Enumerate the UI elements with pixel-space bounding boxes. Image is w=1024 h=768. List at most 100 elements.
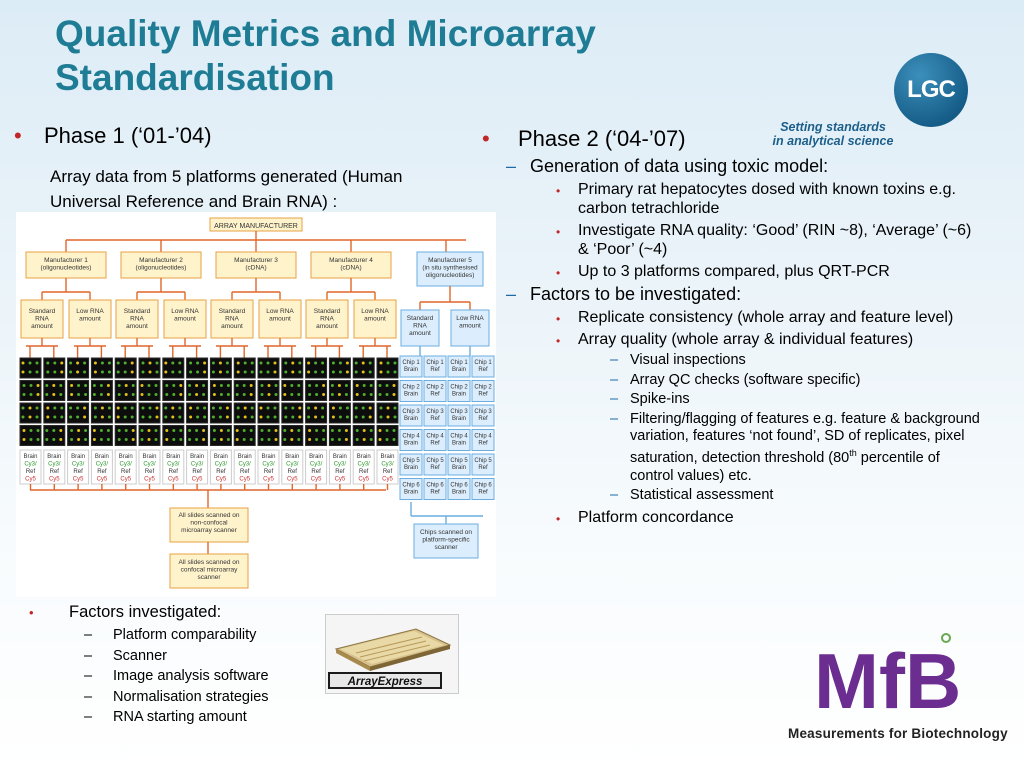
chip-label: Chip 4 Brain [402,434,420,447]
microarray-slide-image [138,402,161,424]
microarray-slide-image [19,357,42,379]
slide-title: Quality Metrics and Microarray Standardi… [55,12,755,100]
chip-label: Chip 4 Brain [450,434,468,447]
phase2-bullet-text: Up to 3 platforms compared, plus QRT-PCR [578,263,890,280]
phase1-description: Array data from 5 platforms generated (H… [50,167,403,211]
phase2-bullet-text: Replicate consistency (whole array and f… [578,309,954,326]
amount-label: Standard RNA amount [407,315,434,337]
microarray-slide-image [305,425,328,446]
dash-marker: – [84,647,93,664]
amount-box [210,299,254,339]
amount-box [68,299,112,339]
dash-marker: – [610,487,619,504]
dash-marker: – [610,352,619,368]
scanner-confocal-label: All slides scanned on confocal microarray… [178,559,239,581]
mfb-logo-text: MfB [814,637,961,725]
microarray-slide-image [233,425,256,446]
microarray-slide-image [281,357,304,379]
chip-label: Chip 2 Ref [474,385,492,398]
diagram-root-label: ARRAY MANUFACTURER [214,223,298,230]
microarray-slide-image [186,357,209,379]
mfb-logo: MfB [810,628,1000,728]
microarray-slide-image [186,425,209,446]
amount-label: Low RNA amount [361,308,389,323]
amount-box [258,299,302,339]
amount-box [305,299,349,339]
microarray-slide-image [209,402,232,424]
scanner-confocal-box [169,553,249,589]
slide-label: Brain Cy3/Ref Cy5 [95,454,109,483]
microarray-slide-image [376,425,399,446]
microarray-slide-image [43,425,66,446]
phase2-bullet: • Up to 3 platforms compared, plus QRT-PC… [556,262,982,281]
microarray-slide-image [162,357,185,379]
chip-box [471,429,495,451]
chip-box [447,478,471,500]
amount-label: Standard RNA amount [219,308,246,330]
chip-label: Chip 2 Brain [402,385,420,398]
chip-label: Chip 3 Ref [474,409,492,422]
phase2-bullet: • Replicate consistency (whole array and … [556,308,982,327]
phase2-bullet: • Array quality (whole array & individual… [556,330,982,349]
microarray-slide-image [114,380,137,401]
chip-label: Chip 5 Ref [426,458,444,471]
chip-label: Chip 6 Brain [450,483,468,496]
chip-label: Chip 5 Brain [450,458,468,471]
slide-label: Brain Cy3/Ref Cy5 [285,454,299,483]
microarray-slide-image [67,380,90,401]
dash-marker: – [84,688,93,705]
microarray-slide-image [257,425,280,446]
factor-item: – Image analysis software [24,666,324,687]
phase2-sub-bullet: – Statistical assessment [610,487,982,505]
phase2-heading: Phase 2 (‘04-’07) [518,126,686,151]
dash-marker: – [506,156,517,176]
chip-box [399,380,423,402]
microarray-slide-image [352,402,375,424]
chip-label: Chip 6 Brain [402,483,420,496]
slide-label: Brain Cy3/Ref Cy5 [71,454,85,483]
amount-label: Standard RNA amount [29,308,56,330]
factor-item: – Scanner [24,646,324,667]
chip-box [447,453,471,476]
phase2-bullet: • Platform concordance [556,508,982,527]
microarray-slide-image [90,380,113,401]
microarray-slide-image [328,357,351,379]
microarray-slide-image [19,402,42,424]
slide-label: Brain Cy3/Ref Cy5 [309,454,323,483]
phase2-sub-bullet-text: Statistical assessment [630,487,774,504]
phase2-sub-bullet-text: Visual inspections [630,352,746,368]
chip-box [447,355,471,378]
bullet-marker: • [14,123,22,148]
chip-box [399,404,423,427]
chip-box [399,453,423,476]
microarray-slide-image [90,402,113,424]
microarray-slide-image [43,357,66,379]
chip-label: Chip 4 Ref [426,434,444,447]
dash-marker: – [610,371,619,388]
slide-label: Brain Cy3/Ref Cy5 [261,454,275,483]
phase2-bullet-text: Primary rat hepatocytes dosed with known… [578,181,956,217]
phase2-sub-bullet-text: Array QC checks (software specific) [630,371,861,388]
microarray-slide-image [114,402,137,424]
manufacturer-label: Manufacturer 2 (oligonucleotides) [136,257,187,272]
chip-label: Chip 6 Ref [474,483,492,496]
chip-label: Chip 5 Brain [402,458,420,471]
microarray-slide-image [352,380,375,401]
slide-label: Brain Cy3/Ref Cy5 [380,454,394,483]
manufacturer-label: Manufacturer 1 (oligonucleotides) [41,257,92,272]
amount-label: Low RNA amount [266,308,294,323]
microarray-slide-image [90,357,113,379]
manufacturer-label: Manufacturer 4 (cDNA) [329,257,373,272]
slide-label: Brain Cy3/Ref Cy5 [166,454,180,483]
chip-box [471,404,495,427]
lgc-logo: LGC [894,53,968,127]
chip-label: Chip 1 Brain [402,360,420,373]
microarray-slide-image [138,380,161,401]
phase2-bullet: • Primary rat hepatocytes dosed with know… [556,180,982,218]
chip-label: Chip 3 Brain [402,409,420,422]
amount-box [20,299,64,339]
chip-box [423,429,447,451]
chip-box [423,380,447,402]
slide-label: Brain Cy3/Ref Cy5 [333,454,347,483]
microarray-slide-image [43,402,66,424]
